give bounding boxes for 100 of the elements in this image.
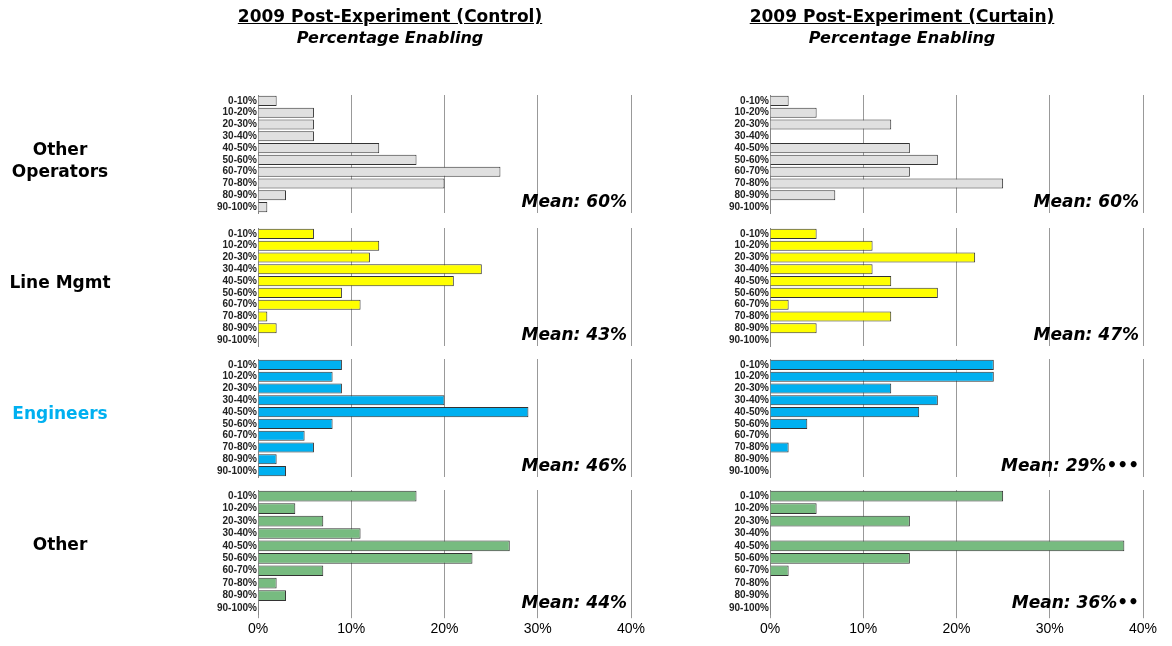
y-tick-label: 40-50% <box>222 405 258 417</box>
y-tick-label: 40-50% <box>734 274 770 286</box>
y-tick-label: 60-70% <box>734 165 770 177</box>
y-tick-label: 30-40% <box>734 130 770 142</box>
x-tick-label: 0% <box>759 620 781 637</box>
annotation: Mean: 36%•• <box>1011 592 1139 613</box>
annotation: Mean: 47% <box>1033 323 1139 344</box>
y-tick-label: 70-80% <box>222 310 258 322</box>
x-tick-label: 0% <box>247 620 269 637</box>
y-tick-label: 70-80% <box>734 310 770 322</box>
y-tick-label: 50-60% <box>734 286 770 298</box>
y-tick-label: 30-40% <box>222 130 258 142</box>
x-tick-label: 10% <box>849 620 878 637</box>
x-tick-label: 10% <box>337 620 366 637</box>
y-tick-label: 40-50% <box>222 141 258 153</box>
y-tick-label: 10-20% <box>734 106 770 118</box>
y-tick-label: 0-10% <box>228 358 258 370</box>
y-tick-label: 90-100% <box>216 601 258 613</box>
chart-subtitle: Percentage Enabling <box>295 28 485 47</box>
y-tick-label: 60-70% <box>734 429 770 441</box>
y-tick-label: 10-20% <box>222 239 258 251</box>
y-tick-label: 70-80% <box>222 441 258 453</box>
y-tick-label: 80-90% <box>734 189 770 201</box>
y-tick-label: 0-10% <box>228 227 258 239</box>
x-tick-label: 40% <box>616 620 646 637</box>
x-tick-label: 20% <box>942 620 971 637</box>
y-tick-label: 50-60% <box>222 286 258 298</box>
y-tick-label: 10-20% <box>734 502 770 514</box>
y-tick-label: 40-50% <box>222 274 258 286</box>
y-tick-label: 50-60% <box>222 153 258 165</box>
y-tick-label: 90-100% <box>728 601 770 613</box>
x-tick-label: 40% <box>1128 620 1158 637</box>
y-tick-label: 90-100% <box>216 333 258 345</box>
y-tick-label: 30-40% <box>734 263 770 275</box>
annotation: Mean: 60% <box>1033 190 1139 211</box>
x-tick-label: 20% <box>430 620 459 637</box>
y-axis-title: Engineers <box>11 402 109 424</box>
y-tick-label: 50-60% <box>734 153 770 165</box>
y-tick-label: 0-10% <box>228 94 258 106</box>
y-tick-label: 20-30% <box>222 514 258 526</box>
y-tick-label: 80-90% <box>222 589 258 601</box>
y-tick-label: 0-10% <box>740 358 770 370</box>
y-tick-label: 80-90% <box>734 322 770 334</box>
y-tick-label: 10-20% <box>222 106 258 118</box>
chart-subtitle: Percentage Enabling <box>807 28 997 47</box>
y-tick-label: 0-10% <box>740 489 770 501</box>
y-tick-label: 10-20% <box>734 370 770 382</box>
y-tick-label: 20-30% <box>222 382 258 394</box>
y-tick-label: 10-20% <box>222 502 258 514</box>
y-tick-label: 80-90% <box>222 453 258 465</box>
y-tick-label: 50-60% <box>734 552 770 564</box>
y-tick-label: 60-70% <box>734 298 770 310</box>
y-tick-label: 90-100% <box>728 464 770 476</box>
y-tick-label: 20-30% <box>734 514 770 526</box>
y-tick-label: 30-40% <box>222 263 258 275</box>
y-tick-label: 10-20% <box>734 239 770 251</box>
y-axis-title: Other <box>31 533 89 555</box>
y-tick-label: 90-100% <box>728 200 770 212</box>
y-tick-label: 20-30% <box>222 251 258 263</box>
y-tick-label: 40-50% <box>734 539 770 551</box>
y-tick-label: 0-10% <box>228 489 258 501</box>
y-tick-label: 80-90% <box>222 189 258 201</box>
y-tick-label: 50-60% <box>222 417 258 429</box>
y-tick-label: 50-60% <box>222 552 258 564</box>
y-tick-label: 60-70% <box>222 298 258 310</box>
y-tick-label: 90-100% <box>216 464 258 476</box>
y-tick-label: 30-40% <box>222 394 258 406</box>
annotation: Mean: 43% <box>521 323 627 344</box>
y-tick-label: 70-80% <box>222 576 258 588</box>
y-tick-label: 70-80% <box>222 177 258 189</box>
y-tick-label: 10-20% <box>222 370 258 382</box>
y-tick-label: 60-70% <box>222 429 258 441</box>
y-tick-label: 90-100% <box>216 200 258 212</box>
y-tick-label: 60-70% <box>222 564 258 576</box>
y-tick-label: 20-30% <box>734 382 770 394</box>
y-tick-label: 60-70% <box>734 564 770 576</box>
chart-title: 2009 Post-Experiment (Curtain) <box>748 6 1056 26</box>
y-axis-title: Line Mgmt <box>8 271 112 293</box>
chart-title: 2009 Post-Experiment (Control) <box>236 6 544 26</box>
y-tick-label: 20-30% <box>734 251 770 263</box>
y-tick-label: 0-10% <box>740 94 770 106</box>
y-tick-label: 80-90% <box>222 322 258 334</box>
x-tick-label: 30% <box>1035 620 1064 637</box>
y-axis-title: Other Operators <box>10 138 110 182</box>
annotation: Mean: 29%••• <box>1000 454 1139 475</box>
annotation: Mean: 46% <box>521 454 627 475</box>
y-tick-label: 30-40% <box>222 527 258 539</box>
annotation: Mean: 44% <box>521 592 627 613</box>
y-tick-label: 0-10% <box>740 227 770 239</box>
y-tick-label: 90-100% <box>728 333 770 345</box>
y-tick-label: 80-90% <box>734 589 770 601</box>
y-tick-label: 80-90% <box>734 453 770 465</box>
y-tick-label: 40-50% <box>222 539 258 551</box>
y-tick-label: 30-40% <box>734 394 770 406</box>
y-tick-label: 40-50% <box>734 405 770 417</box>
y-tick-label: 20-30% <box>222 118 258 130</box>
y-tick-label: 40-50% <box>734 141 770 153</box>
y-tick-label: 50-60% <box>734 417 770 429</box>
annotation: Mean: 60% <box>521 190 627 211</box>
y-tick-label: 60-70% <box>222 165 258 177</box>
